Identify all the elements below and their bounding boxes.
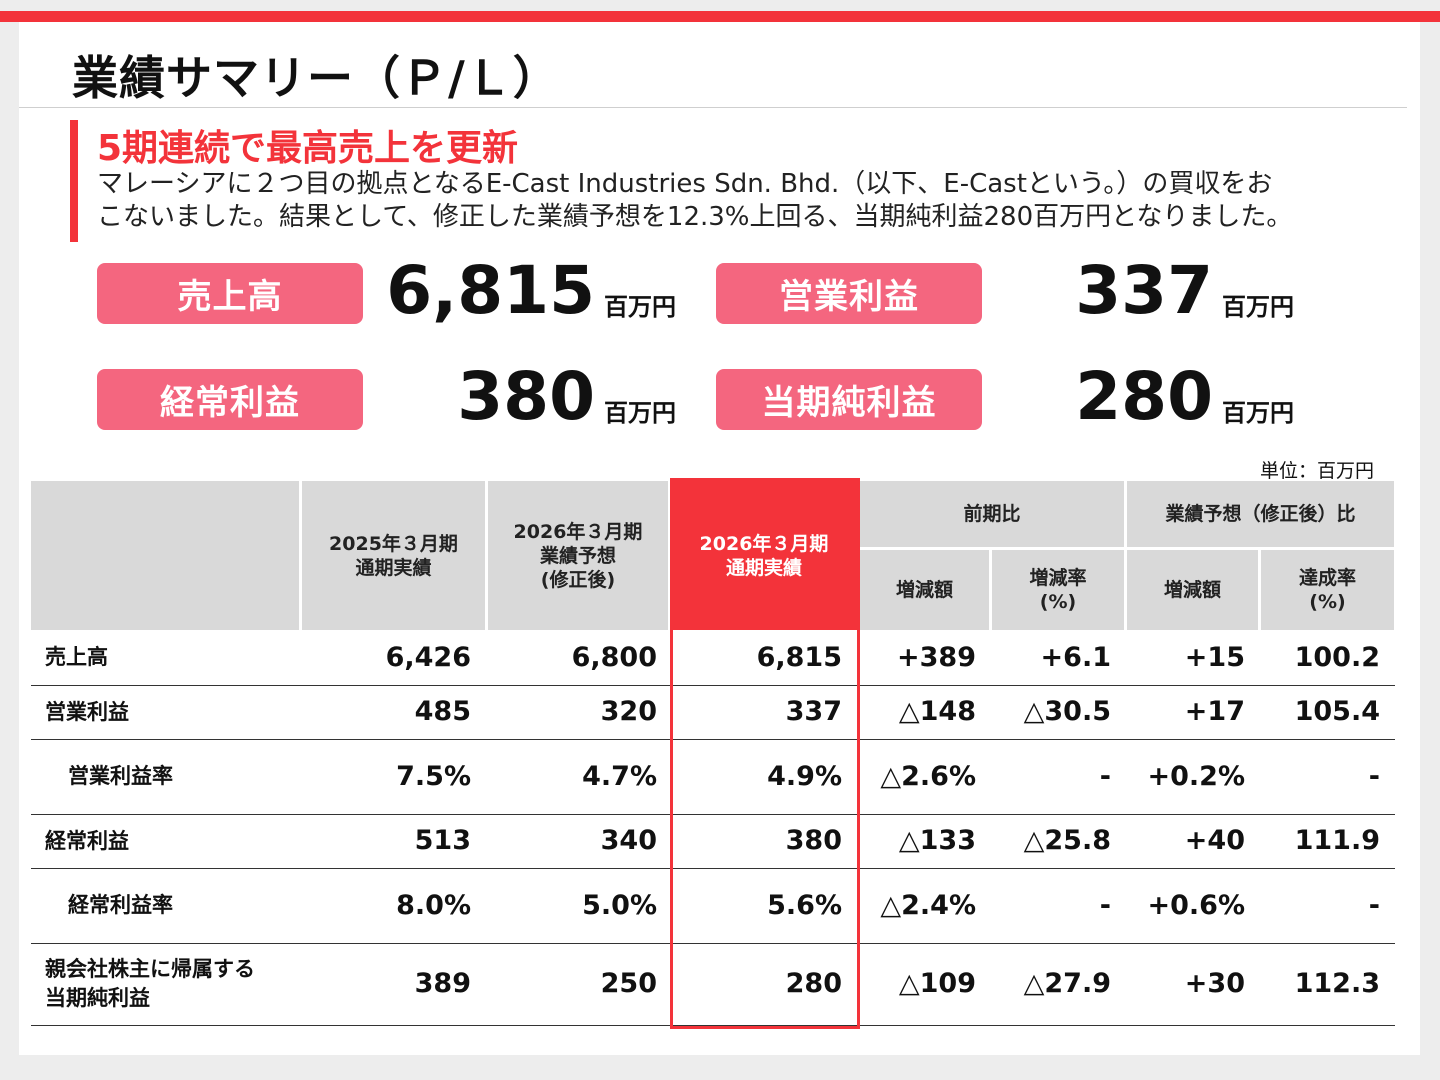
table-cell: 485 xyxy=(414,696,471,727)
table-cell: 320 xyxy=(600,696,657,727)
table-cell: △109 xyxy=(898,968,976,999)
table-cell: 5.0% xyxy=(582,889,657,921)
table-cell: △133 xyxy=(898,825,976,856)
kpi-unit-net-profit: 百万円 xyxy=(1222,399,1294,427)
table-row-divider xyxy=(31,739,1395,740)
table-cell: +6.1 xyxy=(1040,641,1111,673)
table-cell: 340 xyxy=(600,825,657,856)
table-cell: - xyxy=(1099,889,1111,921)
table-row-label: 経常利益 xyxy=(45,828,129,853)
table-row-divider xyxy=(31,1025,1395,1026)
table-header-blank xyxy=(31,481,299,630)
table-cell: △30.5 xyxy=(1023,696,1111,727)
table-row-label: 売上高 xyxy=(45,645,108,669)
table-cell: 250 xyxy=(600,968,657,999)
table-cell: 6,800 xyxy=(571,641,657,673)
table-cell: 280 xyxy=(785,968,842,999)
description: マレーシアに２つ目の拠点となるE-Cast Industries Sdn. Bh… xyxy=(97,168,1397,234)
kpi-value-sales: 6,815 xyxy=(386,252,595,329)
kpi-value-ordinary-profit: 380 xyxy=(457,358,595,435)
table-cell: +40 xyxy=(1184,825,1245,856)
headline: 5期連続で最高売上を更新 xyxy=(97,128,519,169)
table-cell: 111.9 xyxy=(1294,825,1380,856)
table-subheader-achievement-rate: 達成率 (%) xyxy=(1261,550,1394,630)
table-header-fy2026-forecast: 2026年３月期 業績予想 (修正後) xyxy=(488,481,668,630)
top-accent-bar xyxy=(0,11,1440,22)
table-header-vs-forecast: 業績予想（修正後）比 xyxy=(1127,481,1394,547)
kpi-label-operating-profit: 営業利益 xyxy=(716,263,982,324)
table-cell: 7.5% xyxy=(396,760,471,792)
table-cell: 513 xyxy=(414,825,471,856)
table-cell: 4.7% xyxy=(582,760,657,792)
title-divider xyxy=(19,107,1407,108)
table-cell: 6,815 xyxy=(756,641,842,673)
table-row-divider xyxy=(31,868,1395,869)
description-line-1: マレーシアに２つ目の拠点となるE-Cast Industries Sdn. Bh… xyxy=(97,169,1273,199)
table-cell: △27.9 xyxy=(1023,968,1111,999)
table-cell: 4.9% xyxy=(767,760,842,792)
table-cell: +30 xyxy=(1184,968,1245,999)
table-row-label: 営業利益率 xyxy=(68,764,173,788)
table-cell: △2.4% xyxy=(880,889,976,921)
kpi-unit-ordinary-profit: 百万円 xyxy=(604,399,676,427)
table-cell: +389 xyxy=(897,641,976,673)
kpi-unit-operating-profit: 百万円 xyxy=(1222,293,1294,321)
table-row-label: 親会社株主に帰属する 当期純利益 xyxy=(45,957,255,1010)
table-header-fy2026-actual: 2026年３月期 通期実績 xyxy=(671,481,857,630)
table-cell: 389 xyxy=(414,968,471,999)
table-cell: 8.0% xyxy=(396,889,471,921)
table-cell: +17 xyxy=(1184,696,1245,727)
table-subheader-yoy-rate: 増減率 (%) xyxy=(992,550,1124,630)
page-title: 業績サマリー（Ｐ/Ｌ） xyxy=(72,51,560,105)
table-row-label: 営業利益 xyxy=(45,699,129,724)
unit-note: 単位：百万円 xyxy=(1260,460,1375,482)
table-cell: 380 xyxy=(785,825,842,856)
table-row-label: 経常利益率 xyxy=(68,893,173,917)
table-cell: 105.4 xyxy=(1294,696,1380,727)
table-cell: - xyxy=(1099,760,1111,792)
table-cell: - xyxy=(1368,760,1380,792)
table-cell: △25.8 xyxy=(1023,825,1111,856)
table-cell: +15 xyxy=(1184,641,1245,673)
table-cell: +0.6% xyxy=(1147,889,1245,921)
table-cell: - xyxy=(1368,889,1380,921)
table-row-divider xyxy=(31,685,1395,686)
table-cell: △148 xyxy=(898,696,976,727)
kpi-label-ordinary-profit: 経常利益 xyxy=(97,369,363,430)
table-cell: △2.6% xyxy=(880,760,976,792)
table-cell: 100.2 xyxy=(1294,641,1380,673)
table-cell: +0.2% xyxy=(1147,760,1245,792)
table-row-divider xyxy=(31,814,1395,815)
table-cell: 337 xyxy=(785,696,842,727)
headline-accent-bar xyxy=(70,120,78,242)
kpi-label-net-profit: 当期純利益 xyxy=(716,369,982,430)
kpi-label-sales: 売上高 xyxy=(97,263,363,324)
table-header-yoy: 前期比 xyxy=(860,481,1124,547)
table-row-divider xyxy=(31,943,1395,944)
kpi-value-net-profit: 280 xyxy=(1075,358,1213,435)
table-cell: 6,426 xyxy=(385,641,471,673)
kpi-unit-sales: 百万円 xyxy=(604,293,676,321)
kpi-value-operating-profit: 337 xyxy=(1075,252,1213,329)
table-header-fy2025-actual: 2025年３月期 通期実績 xyxy=(302,481,485,630)
table-subheader-yoy-change: 増減額 xyxy=(860,550,989,630)
table-cell: 112.3 xyxy=(1294,968,1380,999)
description-line-2: こないました。結果として、修正した業績予想を12.3%上回る、当期純利益280百… xyxy=(97,202,1293,232)
table-subheader-forecast-change: 増減額 xyxy=(1127,550,1258,630)
table-cell: 5.6% xyxy=(767,889,842,921)
